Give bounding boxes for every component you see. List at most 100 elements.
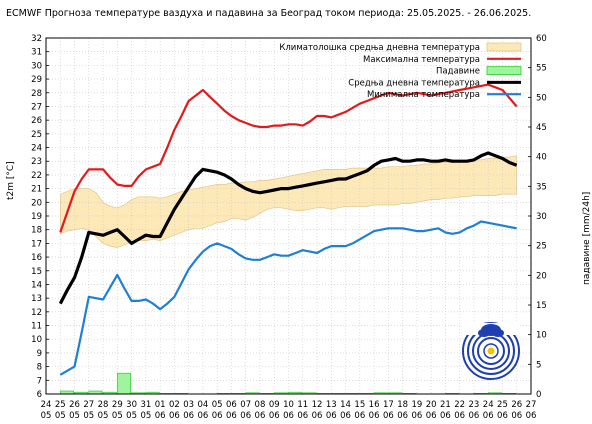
- y2-tick-label: 40: [536, 153, 547, 163]
- x-tick-label-month: 05: [83, 411, 94, 421]
- x-tick-label-month: 06: [312, 411, 323, 421]
- y-tick-label: 26: [31, 116, 42, 126]
- x-tick-label-day: 20: [426, 400, 437, 410]
- y-tick-label: 8: [37, 363, 42, 373]
- legend-climatology-swatch: [486, 42, 522, 52]
- x-tick-label-month: 06: [526, 411, 537, 421]
- x-tick-label-day: 12: [312, 400, 323, 410]
- y-tick-label: 7: [37, 376, 42, 386]
- x-tick-label-day: 10: [283, 400, 294, 410]
- y-tick-label: 9: [37, 349, 42, 359]
- x-tick-label-month: 05: [69, 411, 80, 421]
- x-tick-label-day: 06: [226, 400, 237, 410]
- x-tick-label-month: 06: [297, 411, 308, 421]
- x-tick-label-day: 01: [155, 400, 166, 410]
- legend-max-label: Максимална температура: [363, 55, 480, 65]
- legend: Климатолошка средња дневна температура Ма…: [279, 42, 522, 100]
- x-tick-label-day: 14: [340, 400, 351, 410]
- y-tick-label: 17: [31, 239, 42, 249]
- y2-tick-label: 15: [536, 301, 547, 311]
- x-tick-label-month: 06: [426, 411, 437, 421]
- y2-tick-label: 20: [536, 271, 547, 281]
- min-temperature-line: [59, 220, 517, 376]
- y-tick-label: 18: [31, 226, 42, 236]
- x-tick-label-month: 06: [183, 411, 194, 421]
- x-tick-label-day: 27: [526, 400, 537, 410]
- y2-tick-label: 5: [536, 360, 541, 370]
- x-tick-label-day: 11: [297, 400, 308, 410]
- x-tick-label-day: 16: [369, 400, 380, 410]
- x-tick-label-day: 13: [326, 400, 337, 410]
- x-tick-label-month: 06: [240, 411, 251, 421]
- x-tick-label-day: 19: [411, 400, 422, 410]
- x-tick-label-day: 02: [169, 400, 180, 410]
- x-tick-label-month: 05: [55, 411, 66, 421]
- y-tick-label: 14: [31, 280, 42, 290]
- legend-precip-label: Падавине: [436, 67, 480, 77]
- x-tick-label-day: 04: [197, 400, 208, 410]
- x-tick-label-day: 08: [255, 400, 266, 410]
- x-tick-label-month: 06: [354, 411, 365, 421]
- x-tick-label-day: 17: [383, 400, 394, 410]
- x-tick-label-day: 26: [69, 400, 80, 410]
- y2-tick-label: 45: [536, 123, 547, 133]
- x-tick-label-month: 05: [41, 411, 52, 421]
- y2-tick-label: 55: [536, 64, 547, 74]
- y2-tick-label: 0: [536, 390, 541, 400]
- y-tick-label: 10: [31, 335, 42, 345]
- x-tick-label-day: 31: [140, 400, 151, 410]
- x-tick-label-month: 06: [169, 411, 180, 421]
- y-tick-label: 12: [31, 308, 42, 318]
- y-tick-label: 13: [31, 294, 42, 304]
- x-tick-label-month: 06: [454, 411, 465, 421]
- y-tick-label: 19: [31, 212, 42, 222]
- x-tick-label-day: 23: [469, 400, 480, 410]
- legend-climatology-label: Климатолошка средња дневна температура: [279, 43, 480, 53]
- legend-precip-swatch: [486, 66, 522, 75]
- tick-labels-layer: 6789101112131415161718192021222324252627…: [31, 34, 547, 421]
- y2-tick-label: 30: [536, 212, 547, 222]
- x-tick-label-day: 24: [41, 400, 52, 410]
- x-tick-label-month: 05: [98, 411, 109, 421]
- y-tick-label: 24: [31, 144, 42, 154]
- x-tick-label-month: 06: [226, 411, 237, 421]
- chart-title: ECMWF Прогноза температуре ваздуха и пад…: [6, 8, 532, 19]
- y-tick-label: 32: [31, 34, 42, 44]
- precipitation-layer: [59, 372, 517, 395]
- x-tick-label-month: 05: [140, 411, 151, 421]
- x-tick-label-month: 06: [269, 411, 280, 421]
- x-tick-label-month: 06: [283, 411, 294, 421]
- x-tick-label-month: 06: [155, 411, 166, 421]
- x-tick-label-month: 05: [126, 411, 137, 421]
- x-tick-label-day: 26: [511, 400, 522, 410]
- x-tick-label-month: 06: [497, 411, 508, 421]
- y-tick-label: 31: [31, 48, 42, 58]
- rhmz-logo: [462, 322, 520, 380]
- x-tick-label-month: 06: [411, 411, 422, 421]
- x-tick-label-day: 25: [497, 400, 508, 410]
- x-tick-label-day: 09: [269, 400, 280, 410]
- y-tick-label: 25: [31, 130, 42, 140]
- y-tick-label: 20: [31, 198, 42, 208]
- x-tick-label-day: 24: [483, 400, 494, 410]
- x-tick-label-month: 06: [483, 411, 494, 421]
- y-tick-label: 22: [31, 171, 42, 181]
- x-tick-label-day: 07: [240, 400, 251, 410]
- y2-tick-label: 60: [536, 34, 547, 44]
- x-tick-label-day: 25: [55, 400, 66, 410]
- y-tick-label: 28: [31, 89, 42, 99]
- legend-min-label: Минимална температура: [367, 90, 480, 100]
- y2-tick-label: 25: [536, 242, 547, 252]
- x-tick-label-day: 05: [212, 400, 223, 410]
- x-tick-label-day: 29: [112, 400, 123, 410]
- mean-temperature-line: [58, 151, 518, 305]
- y-tick-label: 30: [31, 61, 42, 71]
- x-tick-label-day: 30: [126, 400, 137, 410]
- x-tick-label-month: 06: [197, 411, 208, 421]
- x-tick-label-month: 05: [112, 411, 123, 421]
- x-tick-label-month: 06: [212, 411, 223, 421]
- y-tick-label: 6: [37, 390, 42, 400]
- x-tick-label-month: 06: [397, 411, 408, 421]
